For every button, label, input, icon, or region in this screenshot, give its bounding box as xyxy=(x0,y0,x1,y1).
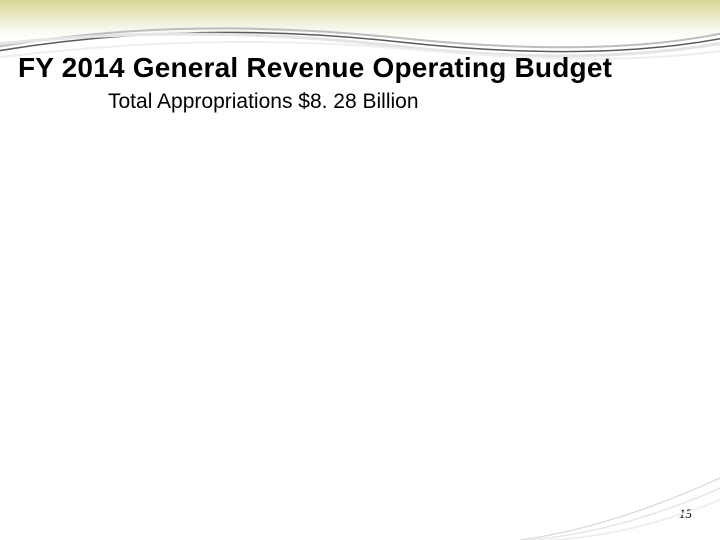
slide-title: FY 2014 General Revenue Operating Budget xyxy=(18,52,612,84)
slide-subtitle: Total Appropriations $8. 28 Billion xyxy=(108,90,419,114)
corner-curve-decoration xyxy=(520,470,720,540)
page-number: 15 xyxy=(679,506,692,522)
top-gradient-band xyxy=(0,0,720,38)
